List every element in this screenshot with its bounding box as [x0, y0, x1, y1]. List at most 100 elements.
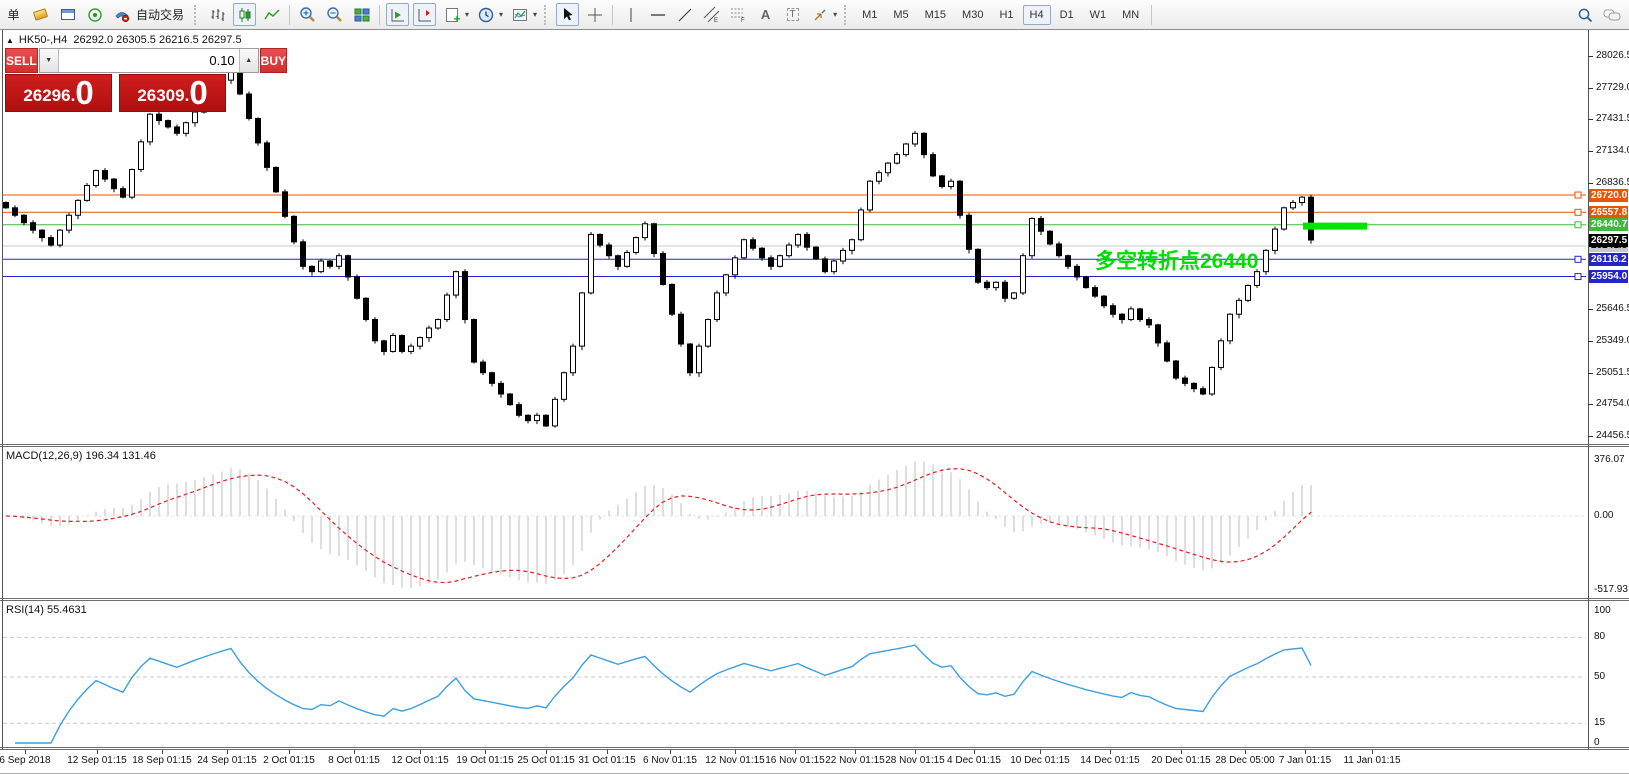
pane-splitter[interactable] — [0, 598, 1629, 601]
macd-canvas[interactable] — [0, 447, 1588, 598]
price-tick-label: 27431.5 — [1596, 113, 1629, 125]
horizontal-line-icon — [650, 13, 665, 16]
time-tick-mark — [735, 750, 736, 754]
timeframe-button-mn[interactable]: MN — [1122, 8, 1140, 21]
price-tick-label: 24754.0 — [1596, 398, 1629, 410]
price-tick-label: 27729.0 — [1596, 81, 1629, 93]
zoom-in-button[interactable] — [296, 3, 319, 26]
fibonacci-tool-button[interactable]: F — [727, 3, 750, 26]
timeframe-button-m30[interactable]: M30 — [962, 8, 984, 21]
toolbar-separator — [379, 4, 381, 25]
terminal-window-button[interactable] — [56, 3, 79, 26]
chart-annotation-text: 多空转折点26440 — [1095, 249, 1258, 273]
arrows-dropdown-caret[interactable]: ▾ — [833, 10, 838, 19]
new-order-button[interactable]: 单 — [2, 3, 25, 26]
toolbar-grip[interactable] — [844, 4, 850, 25]
indicators-dropdown-caret[interactable]: ▾ — [465, 10, 470, 19]
time-axis-label: 4 Dec 01:15 — [947, 755, 1001, 766]
timeframe-button-d1[interactable]: D1 — [1059, 8, 1074, 21]
templates-dropdown-caret[interactable]: ▾ — [533, 10, 538, 19]
candlestick-chart-icon — [239, 7, 251, 22]
pane-splitter[interactable] — [0, 747, 1629, 750]
volume-up-button[interactable]: ▲ — [238, 49, 258, 72]
line-anchor-handle — [1574, 191, 1582, 199]
chat-button[interactable] — [1600, 3, 1623, 26]
price-tick-mark — [1588, 182, 1593, 184]
signals-button[interactable] — [83, 3, 106, 26]
time-axis-label: 22 Nov 01:15 — [825, 755, 885, 766]
time-axis-label: 24 Sep 01:15 — [197, 755, 257, 766]
tile-windows-button[interactable] — [350, 3, 373, 26]
time-axis-label: 12 Sep 01:15 — [67, 755, 127, 766]
search-button[interactable] — [1573, 3, 1596, 26]
line-price-label: 25954.0 — [1589, 270, 1628, 284]
line-chart-button[interactable] — [260, 3, 283, 26]
sell-button[interactable]: SELL — [5, 48, 38, 73]
text-tool-button[interactable]: A — [754, 3, 777, 26]
chat-icon — [1603, 9, 1620, 20]
sell-price-box[interactable]: 26296. 0 — [5, 74, 112, 112]
price-tick-mark — [1588, 435, 1593, 437]
price-tick-mark — [1588, 150, 1593, 152]
time-tick-mark — [1040, 750, 1041, 754]
bar-chart-button[interactable] — [206, 3, 229, 26]
time-axis-label: 19 Oct 01:15 — [456, 755, 514, 766]
time-tick-mark — [1245, 750, 1246, 754]
collapse-icon[interactable]: ▲ — [6, 36, 14, 45]
timeframe-button-m5[interactable]: M5 — [893, 8, 909, 21]
price-tick-label: 25646.5 — [1596, 303, 1629, 315]
indicators-button[interactable]: + — [440, 3, 463, 26]
cursor-button[interactable] — [556, 3, 580, 26]
crosshair-icon — [587, 7, 602, 22]
rsi-axis-label: 50 — [1594, 671, 1606, 682]
time-axis-label: 12 Nov 01:15 — [705, 755, 765, 766]
buy-button[interactable]: BUY — [259, 48, 288, 73]
auto-scroll-icon — [391, 8, 404, 21]
zoom-out-button[interactable] — [323, 3, 346, 26]
time-axis-label: 2 Oct 01:15 — [263, 755, 315, 766]
price-chart-canvas[interactable]: 多空转折点26440 — [0, 30, 1588, 444]
timeframe-button-m1[interactable]: M1 — [862, 8, 878, 21]
volume-input[interactable] — [58, 49, 239, 72]
trendline-tool-button[interactable] — [673, 3, 696, 26]
pane-splitter[interactable] — [0, 444, 1629, 447]
arrows-tool-button[interactable] — [808, 3, 831, 26]
macd-label: MACD(12,26,9) 196.34 131.46 — [6, 450, 156, 462]
time-tick-mark — [227, 750, 228, 754]
timeframe-group: M1 M5 M15 M30 H1 H4 D1 W1 MN — [854, 4, 1147, 25]
periods-dropdown-caret[interactable]: ▾ — [499, 10, 504, 19]
time-tick-mark — [915, 750, 916, 754]
crosshair-button[interactable] — [583, 3, 606, 26]
price-tick-mark — [1588, 56, 1593, 58]
toolbar-grip[interactable] — [194, 4, 200, 25]
clock-icon — [478, 7, 493, 22]
time-tick-mark — [354, 750, 355, 754]
horizontal-line-tool-button[interactable] — [646, 3, 669, 26]
vertical-line-tool-button[interactable] — [619, 3, 642, 26]
chart-shift-button[interactable] — [413, 3, 437, 26]
autotrading-button[interactable] — [110, 3, 133, 26]
volume-down-button[interactable]: ▼ — [39, 49, 59, 72]
template-icon — [512, 8, 527, 21]
timeframe-button-w1[interactable]: W1 — [1089, 8, 1107, 21]
text-label-tool-button[interactable]: T — [781, 3, 804, 26]
toolbar: 单 自动交易 — [0, 0, 1629, 30]
tile-windows-icon — [354, 8, 370, 21]
candlestick-chart-button[interactable] — [233, 3, 257, 26]
rsi-axis-label: 15 — [1594, 717, 1606, 729]
one-click-trading-panel: SELL ▼ ▲ BUY 26296.0 26309.0 — [5, 48, 288, 112]
rsi-canvas[interactable] — [0, 601, 1588, 747]
market-watch-button[interactable] — [29, 3, 52, 26]
equidistant-channel-tool-button[interactable]: E — [700, 3, 723, 26]
periods-button[interactable] — [474, 3, 497, 26]
templates-button[interactable] — [508, 3, 531, 26]
timeframe-button-m15[interactable]: M15 — [924, 8, 947, 21]
time-axis[interactable]: 6 Sep 2018 12 Sep 01:15 18 Sep 01:15 24 Sep… — [0, 750, 1629, 774]
timeframe-button-h1[interactable]: H1 — [999, 8, 1014, 21]
time-tick-mark — [670, 750, 671, 754]
timeframe-button-h4[interactable]: H4 — [1022, 4, 1051, 25]
time-axis-label: 6 Sep 2018 — [0, 755, 51, 766]
auto-scroll-button[interactable] — [386, 3, 410, 26]
toolbar-grip[interactable] — [544, 4, 550, 25]
buy-price-box[interactable]: 26309. 0 — [119, 74, 226, 112]
